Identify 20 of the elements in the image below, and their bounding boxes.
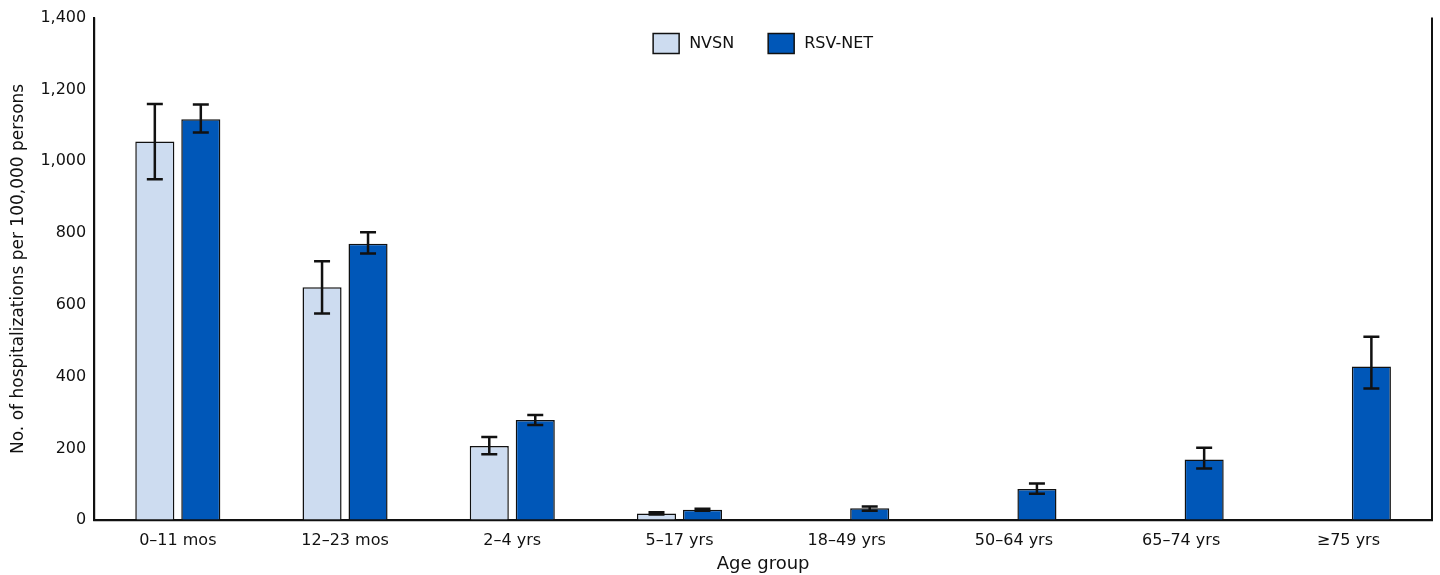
x-tick-label: 2–4 yrs	[483, 529, 542, 549]
y-tick-label: 400	[55, 365, 87, 385]
y-axis-title: No. of hospitalizations per 100,000 persons	[6, 83, 27, 454]
y-tick-label: 800	[55, 222, 87, 242]
x-axis-title: Age group	[716, 551, 810, 573]
x-tick-label: 65–74 yrs	[1142, 529, 1221, 549]
y-tick-label: 1,000	[40, 150, 87, 170]
y-tick-label: 600	[55, 293, 87, 313]
x-tick-label: 50–64 yrs	[974, 529, 1054, 549]
x-tick-label: 18–49 yrs	[807, 529, 886, 549]
y-tick-label: 200	[55, 437, 87, 457]
y-tick-label: 1,400	[40, 6, 87, 26]
x-tick-label: 12–23 mos	[301, 529, 389, 549]
legend-label: RSV-NET	[804, 32, 874, 52]
x-tick-label: ≥75 yrs	[1316, 529, 1381, 549]
x-tick-label: 5–17 yrs	[645, 529, 714, 549]
x-tick-label: 0–11 mos	[139, 529, 217, 549]
legend-label: NVSN	[689, 32, 735, 52]
y-tick-label: 1,200	[40, 78, 87, 98]
y-tick-label: 0	[76, 509, 87, 529]
